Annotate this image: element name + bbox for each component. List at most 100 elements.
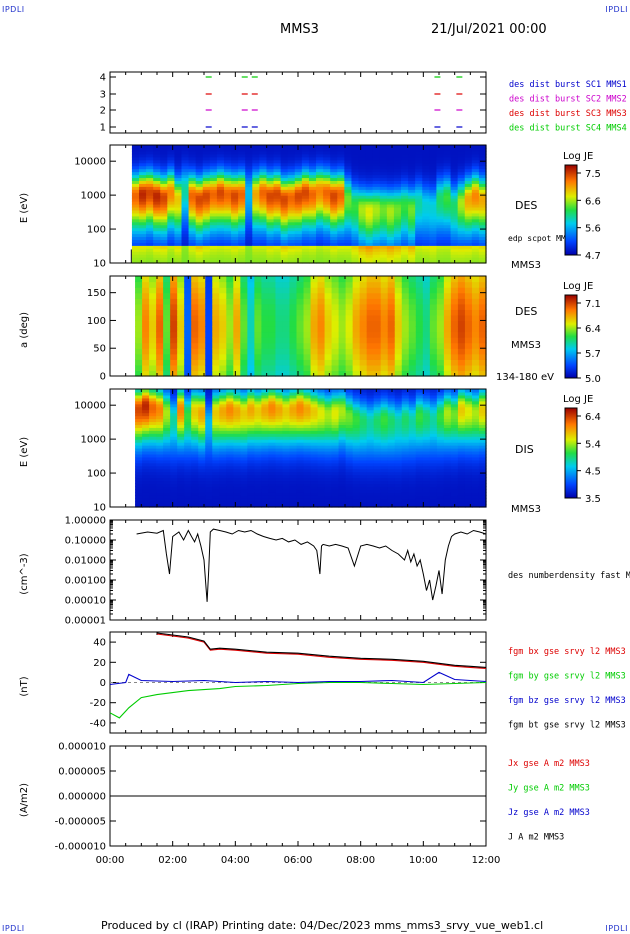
des-energy-cell [280,192,289,196]
dis-energy-cell [429,459,438,464]
des-energy-cell [464,189,473,193]
dis-energy-cell [296,445,305,449]
dis-energy-cell [191,409,199,414]
des-pitch-cell [275,281,284,288]
des-pitch-cell [401,353,410,360]
dis-energy-cell [352,418,361,423]
des-energy-cell [238,174,246,179]
dis-energy-cell [191,498,199,502]
des-energy-cell [238,198,246,202]
des-energy-cell [294,215,303,220]
dis-energy-cell [184,400,192,405]
des-energy-cell [436,236,445,240]
dis-energy-cell [317,415,326,420]
des-energy-cell [450,186,459,190]
des-energy-cell [202,156,211,161]
dis-energy-cell [408,453,417,458]
des-pitch-cell [177,314,185,322]
dis-energy-cell [450,421,459,425]
des-energy-cell [358,177,367,181]
des-energy-cell [188,195,197,199]
dis-energy-cell [142,424,150,428]
des-pitch-cell [310,303,319,310]
des-energy-cell [280,204,289,208]
des-energy-cell [181,245,190,249]
dis-energy-cell [282,400,291,405]
des-energy-cell [153,204,161,208]
dis-energy-cell [317,442,326,446]
des-pitch-cell [415,287,424,294]
des-energy-cell [379,257,388,261]
des-energy-cell [323,165,331,170]
des-energy-cell [330,212,338,217]
des-pitch-cell [247,287,255,294]
des-energy-cell [308,245,317,249]
dis-energy-cell [261,483,270,487]
dis-energy-cell [429,474,438,479]
dis-energy-cell [450,498,459,502]
des-energy-cell [273,245,282,249]
des-energy-cell [372,233,381,238]
des-energy-cell [323,233,331,238]
dis-energy-cell [198,465,206,470]
dis-energy-cell [233,504,241,508]
dis-energy-cell [226,465,234,470]
des-pitch-cell [205,298,213,305]
des-pitch-cell [296,287,305,294]
des-energy-cell [365,209,374,214]
des-pitch-cell [205,331,213,338]
dis-energy-cell [149,501,157,505]
dis-energy-cell [163,397,171,402]
des-energy-cell [216,224,225,229]
dis-energy-cell [380,459,389,464]
des-energy-cell [450,150,459,155]
des-energy-cell [372,183,381,187]
des-energy-cell [139,209,147,214]
des-energy-cell [139,145,147,149]
dis-energy-cell [366,421,375,425]
dis-energy-cell [457,498,466,502]
dis-energy-cell [331,465,340,470]
des-energy-cell [174,257,183,261]
des-energy-cell [252,162,260,167]
des-pitch-cell [352,276,361,283]
dis-energy-cell [142,465,150,470]
des-energy-cell [259,189,268,193]
dis-energy-cell [324,391,333,396]
dis-energy-cell [310,498,319,502]
dis-energy-cell [149,462,157,467]
dis-energy-cell [254,465,263,470]
des-energy-cell [216,189,225,193]
des-energy-cell [287,224,296,229]
dis-energy-cell [163,412,171,417]
des-energy-cell [294,233,303,238]
des-pitch-colorbar-tick-label: 7.1 [585,299,601,310]
dis-energy-cell [387,415,396,420]
des-pitch-cell [198,287,206,294]
des-energy-cell [174,245,183,249]
des-energy-cell [365,156,374,161]
des-energy-cell [358,147,367,152]
des-energy-cell [181,242,190,246]
des-energy-cell [436,248,445,252]
dis-energy-cell [191,436,199,440]
dis-energy-cell [247,468,255,473]
dis-energy-cell [303,486,312,490]
dis-energy-cell [436,433,445,437]
dis-energy-cell [345,445,354,449]
des-energy-cell [238,162,246,167]
des-energy-cell [436,186,445,190]
des-pitch-cell [359,281,368,288]
dis-energy-cell [373,448,382,452]
dis-energy-cell [436,450,445,455]
des-pitch-cell [415,276,424,283]
dis-energy-cell [205,459,213,464]
des-energy-cell [386,254,395,258]
dis-energy-cell [282,492,291,496]
des-energy-cell [471,230,480,235]
des-energy-cell [471,204,480,208]
des-energy-cell [323,245,331,249]
des-energy-cell [139,236,147,240]
des-energy-cell [415,260,423,264]
des-pitch-cell [387,348,396,355]
